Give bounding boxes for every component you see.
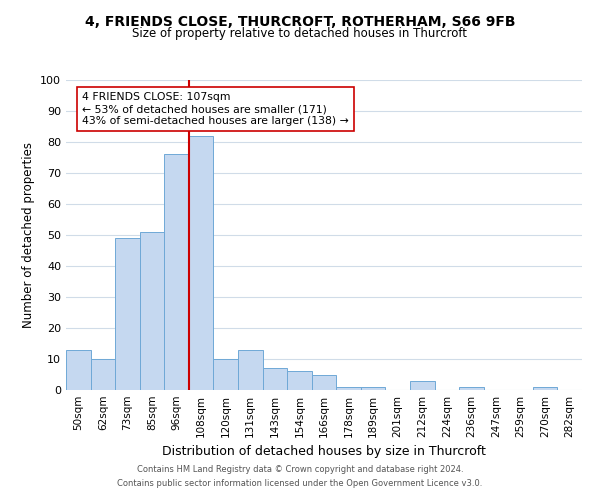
Bar <box>115 238 140 390</box>
Bar <box>214 359 238 390</box>
Bar <box>336 387 361 390</box>
Bar <box>533 387 557 390</box>
Bar <box>312 374 336 390</box>
Text: 4 FRIENDS CLOSE: 107sqm
← 53% of detached houses are smaller (171)
43% of semi-d: 4 FRIENDS CLOSE: 107sqm ← 53% of detache… <box>82 92 349 126</box>
Bar <box>263 368 287 390</box>
Y-axis label: Number of detached properties: Number of detached properties <box>22 142 35 328</box>
X-axis label: Distribution of detached houses by size in Thurcroft: Distribution of detached houses by size … <box>162 446 486 458</box>
Text: 4, FRIENDS CLOSE, THURCROFT, ROTHERHAM, S66 9FB: 4, FRIENDS CLOSE, THURCROFT, ROTHERHAM, … <box>85 15 515 29</box>
Bar <box>66 350 91 390</box>
Bar <box>361 387 385 390</box>
Bar <box>164 154 189 390</box>
Text: Size of property relative to detached houses in Thurcroft: Size of property relative to detached ho… <box>133 28 467 40</box>
Bar <box>410 380 434 390</box>
Text: Contains HM Land Registry data © Crown copyright and database right 2024.
Contai: Contains HM Land Registry data © Crown c… <box>118 466 482 487</box>
Bar <box>140 232 164 390</box>
Bar <box>91 359 115 390</box>
Bar <box>459 387 484 390</box>
Bar <box>287 372 312 390</box>
Bar <box>238 350 263 390</box>
Bar <box>189 136 214 390</box>
